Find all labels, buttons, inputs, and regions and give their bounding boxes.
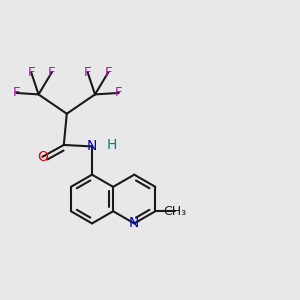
Text: F: F [27, 66, 35, 79]
Text: F: F [105, 66, 112, 79]
Text: O: O [37, 150, 48, 164]
Text: N: N [129, 216, 140, 230]
Text: F: F [84, 66, 91, 79]
Text: F: F [115, 86, 122, 99]
Text: H: H [106, 138, 116, 152]
Text: F: F [48, 66, 56, 79]
Text: N: N [87, 140, 97, 153]
Text: F: F [13, 86, 20, 99]
Text: CH₃: CH₃ [163, 205, 186, 218]
